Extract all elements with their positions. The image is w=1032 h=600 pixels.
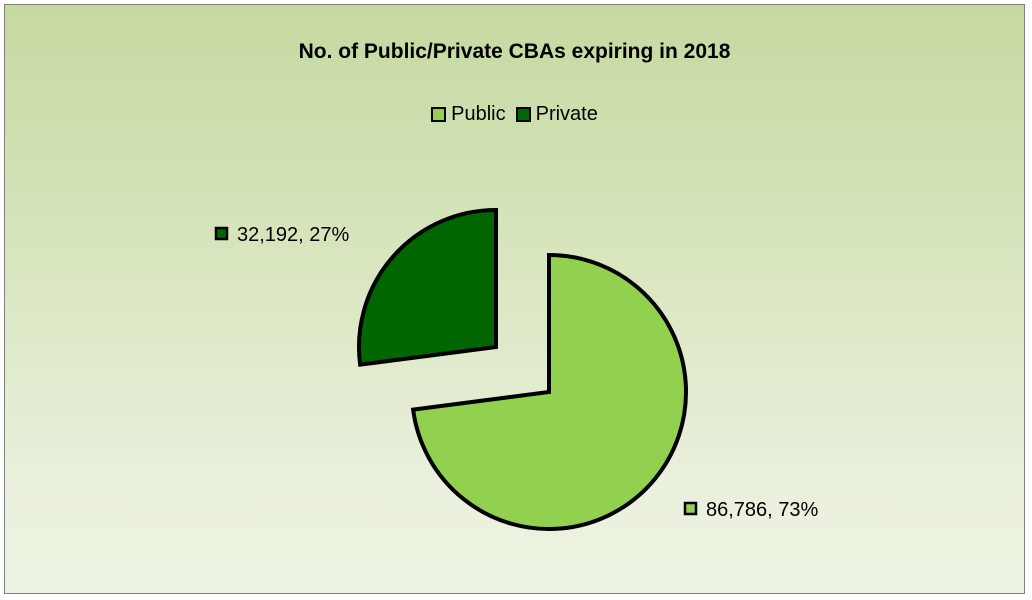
data-label-private: 32,192, 27% (237, 224, 350, 246)
data-label-public-group: 86,786, 73% (683, 499, 819, 521)
legend-item-private: Private (515, 103, 598, 126)
legend-label-public: Public (451, 103, 506, 125)
legend-label-private: Private (535, 103, 598, 125)
legend: Public Private (5, 103, 1024, 126)
data-label-public: 86,786, 73% (706, 499, 819, 521)
pie-slice-private (357, 207, 498, 367)
chart-area: No. of Public/Private CBAs expiring in 2… (4, 4, 1025, 594)
data-label-swatch-public (683, 501, 698, 516)
data-label-swatch-private (214, 226, 229, 241)
data-label-private-group: 32,192, 27% (214, 224, 350, 246)
legend-swatch-private (515, 107, 531, 122)
legend-swatch-public (431, 107, 447, 122)
chart-title: No. of Public/Private CBAs expiring in 2… (298, 40, 731, 63)
legend-item-public: Public (431, 103, 506, 126)
pie-slice-public (410, 252, 688, 531)
pie-plot: 32,192, 27% 86,786, 73% (214, 207, 819, 531)
